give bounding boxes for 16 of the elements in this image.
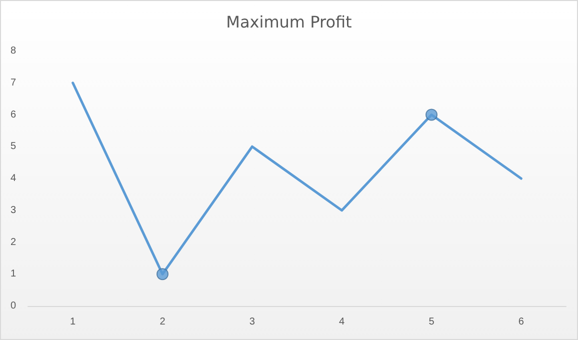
x-tick-label: 6 bbox=[518, 316, 524, 328]
y-tick-label: 2 bbox=[10, 236, 16, 248]
y-tick-label: 7 bbox=[10, 77, 16, 88]
x-tick-label: 3 bbox=[249, 316, 256, 328]
x-tick-label: 5 bbox=[428, 316, 435, 328]
y-tick-label: 0 bbox=[10, 300, 16, 312]
y-tick-label: 3 bbox=[10, 204, 16, 216]
x-tick-label: 4 bbox=[339, 316, 346, 328]
x-tick-label: 1 bbox=[70, 316, 76, 328]
chart-title: Maximum Profit bbox=[226, 12, 352, 32]
y-tick-label: 6 bbox=[10, 109, 16, 120]
y-tick-label: 1 bbox=[10, 268, 16, 280]
y-tick-label: 8 bbox=[10, 46, 16, 56]
y-tick-label: 4 bbox=[10, 173, 16, 184]
y-tick-label: 5 bbox=[10, 141, 16, 152]
x-tick-label: 2 bbox=[160, 316, 166, 328]
